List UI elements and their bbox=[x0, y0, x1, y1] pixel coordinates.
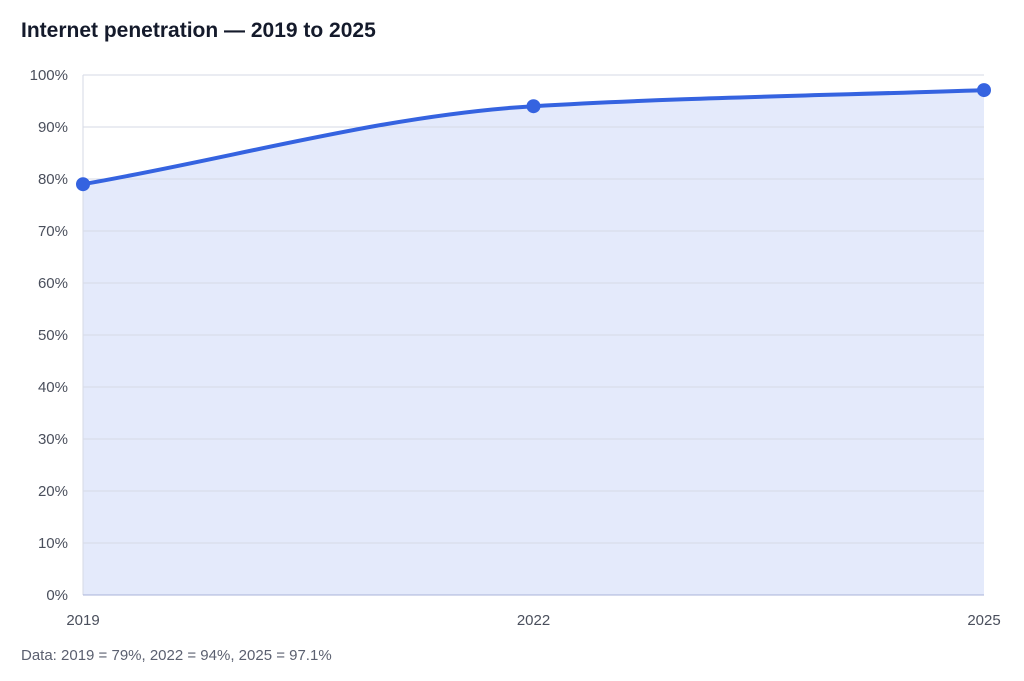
y-tick-label-0: 0% bbox=[46, 587, 68, 604]
data-footnote: Data: 2019 = 79%, 2022 = 94%, 2025 = 97.… bbox=[21, 647, 332, 664]
x-tick-label-2022: 2022 bbox=[517, 612, 550, 629]
area-fill bbox=[83, 90, 984, 595]
y-tick-label-20: 20% bbox=[38, 483, 68, 500]
data-point-2025 bbox=[977, 83, 991, 98]
y-tick-label-50: 50% bbox=[38, 327, 68, 344]
y-tick-label-90: 90% bbox=[38, 119, 68, 136]
y-tick-label-100: 100% bbox=[30, 67, 68, 84]
y-tick-label-40: 40% bbox=[38, 379, 68, 396]
data-point-2022 bbox=[526, 99, 541, 114]
y-tick-label-70: 70% bbox=[38, 223, 68, 240]
chart-title: Internet penetration — 2019 to 2025 bbox=[21, 19, 376, 42]
y-tick-label-80: 80% bbox=[38, 171, 68, 188]
x-tick-label-2019: 2019 bbox=[66, 612, 99, 629]
data-point-2019 bbox=[76, 177, 90, 192]
y-tick-label-10: 10% bbox=[38, 535, 68, 552]
x-tick-label-2025: 2025 bbox=[967, 612, 1000, 629]
y-tick-label-60: 60% bbox=[38, 275, 68, 292]
y-tick-label-30: 30% bbox=[38, 431, 68, 448]
